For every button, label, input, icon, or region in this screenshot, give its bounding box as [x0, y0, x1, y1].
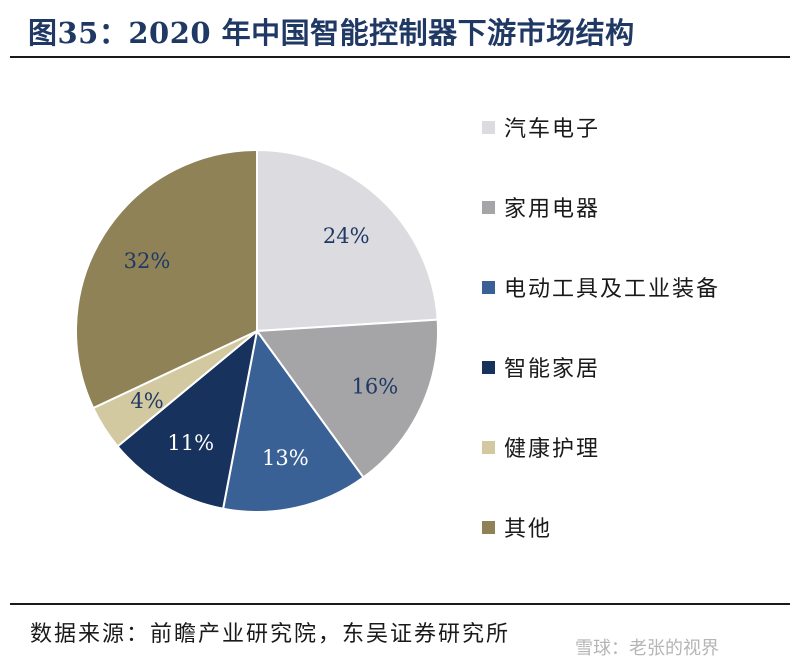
source-note: 数据来源：前瞻产业研究院，东吴证券研究所	[30, 622, 511, 647]
pie-data-label-3: 11%	[167, 431, 214, 455]
pie-data-label-4: 4%	[130, 389, 163, 413]
legend-item-3: 智能家居	[482, 352, 600, 382]
legend-swatch	[482, 520, 495, 534]
legend-swatch	[482, 280, 495, 294]
pie-slice-5	[75, 148, 258, 410]
legend-label: 其他	[504, 517, 553, 542]
legend-label: 家用电器	[504, 197, 601, 222]
pie-data-label-5: 32%	[124, 249, 171, 273]
legend-swatch	[482, 120, 495, 134]
pie-slice-2	[221, 328, 365, 513]
watermark: 雪球：老张的视界	[575, 638, 719, 659]
legend-swatch	[482, 440, 495, 454]
top-divider	[10, 56, 790, 58]
pie-chart: 24% 16% 13% 11%4% 32%	[75, 148, 439, 513]
pie-slice-3	[116, 328, 259, 510]
chart-title: 图35：2020 年中国智能控制器下游市场结构	[28, 16, 635, 50]
pie-data-label-0: 24%	[323, 224, 370, 248]
legend-item-0: 汽车电子	[482, 112, 600, 142]
legend-label: 汽车电子	[504, 117, 601, 142]
pie-data-label-1: 16%	[352, 375, 399, 399]
pie-slice-1	[255, 318, 439, 479]
legend-label: 智能家居	[504, 357, 601, 382]
legend-item-4: 健康护理	[482, 432, 600, 462]
legend-item-2: 电动工具及工业装备	[482, 272, 720, 302]
legend-item-5: 其他	[482, 512, 552, 542]
pie-data-label-2: 13%	[262, 446, 309, 470]
legend-label: 健康护理	[504, 437, 601, 462]
legend-label: 电动工具及工业装备	[504, 277, 721, 302]
bottom-divider	[10, 603, 790, 605]
legend-swatch	[482, 200, 495, 214]
legend-item-1: 家用电器	[482, 192, 600, 222]
legend-swatch	[482, 360, 495, 374]
pie-slice-0	[256, 148, 439, 333]
